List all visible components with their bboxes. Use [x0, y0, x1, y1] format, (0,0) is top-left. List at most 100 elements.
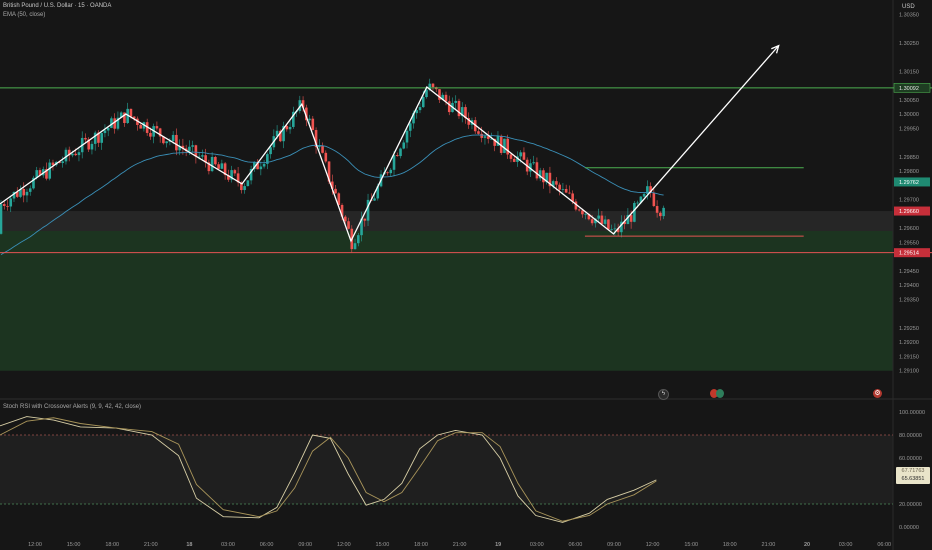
- candle-body: [522, 152, 526, 160]
- gear-icon[interactable]: ⚙: [873, 389, 882, 398]
- stoch-d-line: [0, 417, 657, 522]
- candle-body: [110, 118, 113, 128]
- candle-body: [655, 206, 659, 213]
- candle-body: [45, 169, 48, 179]
- candle-body: [35, 170, 39, 178]
- arrow-head: [771, 44, 780, 54]
- stoch-k-line: [0, 416, 657, 523]
- candle-body: [324, 152, 328, 162]
- candle-body: [421, 97, 425, 108]
- candle-body: [490, 138, 493, 140]
- candle-body: [418, 107, 422, 111]
- candle-body: [545, 172, 548, 183]
- candle-body: [308, 118, 311, 121]
- candle-body: [61, 161, 65, 164]
- candle-body: [90, 143, 94, 150]
- price-badge-green: [893, 83, 931, 93]
- y-tick-label: 1.29350: [899, 297, 919, 303]
- candle-body: [162, 136, 165, 144]
- candle-body: [337, 193, 341, 205]
- price-badge-label: 1.29514: [899, 251, 919, 257]
- x-tick-label: 18:00: [723, 542, 737, 548]
- candle-body: [516, 156, 519, 162]
- candle-body: [460, 107, 464, 117]
- x-tick-label: 12:00: [646, 542, 660, 548]
- candle-body: [158, 128, 162, 137]
- x-tick-label: 03:00: [221, 542, 235, 548]
- candle-body: [149, 132, 152, 137]
- y-tick-label: 1.29700: [899, 198, 919, 204]
- candle-body: [19, 188, 22, 197]
- candle-body: [636, 202, 639, 204]
- candle-body: [564, 188, 568, 193]
- candle-body: [555, 181, 558, 185]
- stoch-tick-label: 20.00000: [899, 502, 922, 508]
- candle-body: [48, 162, 52, 179]
- candle-body: [25, 191, 29, 196]
- candle-body: [220, 163, 224, 169]
- candle-body: [607, 219, 610, 230]
- candle-body: [197, 156, 201, 158]
- candle-body: [188, 146, 191, 152]
- symbol-title[interactable]: British Pound / U.S. Dollar · 15 · OANDA: [3, 3, 112, 9]
- candle-body: [376, 186, 380, 199]
- candle-body: [191, 145, 194, 147]
- stoch-tick-label: 0.00000: [899, 525, 919, 531]
- candle-body: [623, 221, 626, 225]
- lightning-icon[interactable]: ϟ: [658, 389, 669, 400]
- candle-body: [389, 169, 393, 174]
- x-tick-label: 21:00: [144, 542, 158, 548]
- candle-body: [529, 163, 532, 172]
- candle-body: [246, 180, 250, 187]
- candle-body: [477, 131, 480, 134]
- candle-body: [412, 113, 415, 124]
- y-tick-label: 1.30000: [899, 112, 919, 118]
- candle-body: [175, 134, 178, 151]
- candle-body: [139, 125, 142, 129]
- candle-body: [327, 161, 331, 182]
- x-tick-label: 03:00: [530, 542, 544, 548]
- candle-body: [594, 218, 597, 224]
- candle-body: [395, 155, 399, 157]
- candle-body: [282, 125, 285, 142]
- stoch-tick-label: 100.00000: [899, 410, 925, 416]
- ema-indicator-label[interactable]: EMA (50, close): [3, 12, 46, 18]
- candle-body: [155, 126, 159, 129]
- candle-body: [259, 166, 263, 170]
- candle-body: [642, 193, 646, 197]
- y-tick-label: 1.29100: [899, 369, 919, 375]
- candle-body: [538, 170, 542, 179]
- zigzag-drawing: [0, 45, 780, 243]
- price-badge-red: [894, 206, 930, 216]
- candle-body: [41, 169, 45, 176]
- candle-body: [269, 147, 272, 155]
- flags-icon[interactable]: [710, 389, 725, 398]
- candle-body: [590, 219, 594, 224]
- candle-body: [223, 163, 227, 176]
- candle-body: [71, 153, 74, 156]
- ema-line: [0, 134, 664, 255]
- currency-label[interactable]: USD: [902, 4, 915, 10]
- y-tick-label: 1.30350: [899, 12, 919, 18]
- candle-body: [431, 83, 435, 88]
- candle-body: [512, 158, 516, 162]
- candle-body: [662, 207, 665, 217]
- candle-body: [506, 138, 509, 155]
- candle-body: [509, 154, 513, 159]
- candle-body: [392, 155, 396, 170]
- y-tick-label: 1.29200: [899, 340, 919, 346]
- candle-body: [347, 221, 350, 229]
- candle-body: [204, 155, 207, 163]
- stoch-rsi-title[interactable]: Stoch RSI with Crossover Alerts (9, 9, 4…: [3, 404, 142, 410]
- candle-body: [464, 107, 467, 119]
- range-band: [0, 211, 893, 231]
- candle-body: [600, 215, 604, 224]
- x-tick-label: 09:00: [607, 542, 621, 548]
- candle-body: [12, 191, 16, 199]
- candle-body: [444, 94, 448, 102]
- x-tick-label: 12:00: [28, 542, 42, 548]
- x-tick-label: 12:00: [337, 542, 351, 548]
- candle-body: [77, 152, 81, 156]
- candle-body: [613, 228, 617, 230]
